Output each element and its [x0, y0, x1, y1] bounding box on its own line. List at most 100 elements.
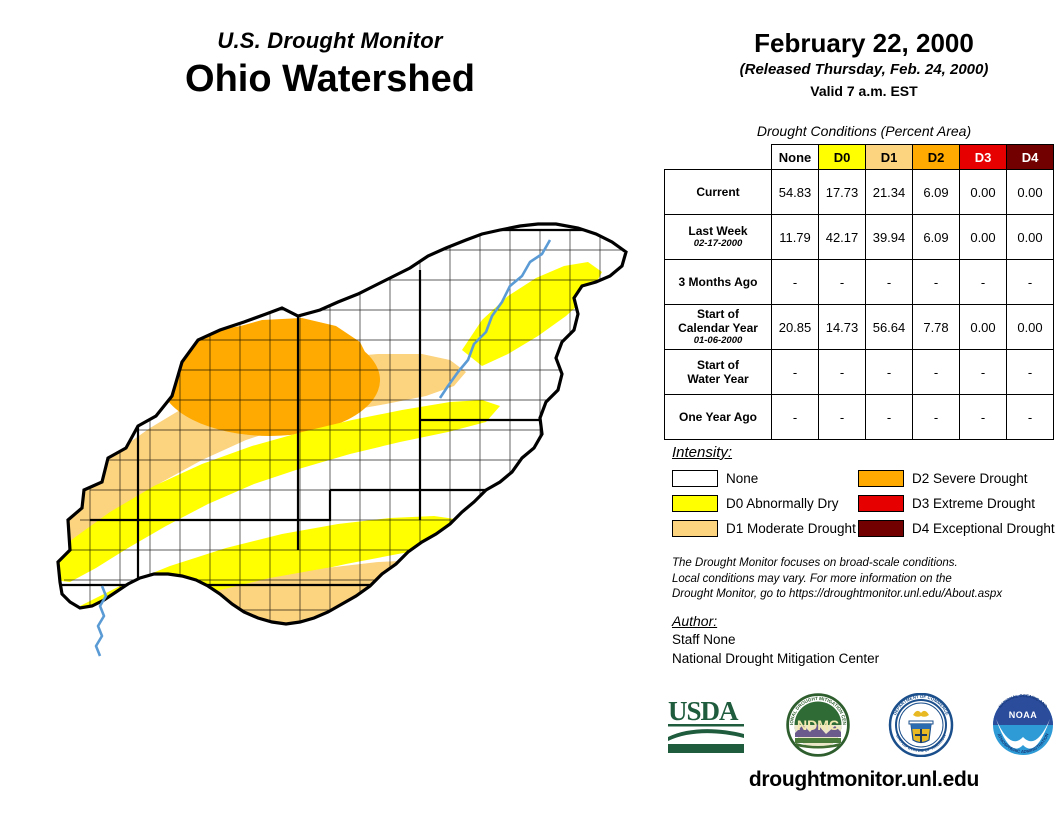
svg-text:NDMC: NDMC [797, 717, 839, 733]
svg-text:USDA: USDA [668, 696, 739, 726]
cell-calyear-d3: 0.00 [959, 304, 1007, 350]
disclaimer-line-3: Drought Monitor, go to https://droughtmo… [672, 588, 1003, 600]
legend-label-d0: D0 Abnormally Dry [726, 496, 839, 511]
drought-monitor-supertitle: U.S. Drought Monitor [217, 28, 443, 53]
cell-calyear-d0: 14.73 [818, 304, 866, 350]
row-label-3-months-ago: 3 Months Ago [664, 259, 772, 305]
table-caption: Drought Conditions (Percent Area) [756, 123, 972, 139]
row-label-start-water-year: Start of Water Year [664, 349, 772, 395]
cell-lastweek-d3: 0.00 [959, 214, 1007, 260]
cell-wateryear-none: - [771, 349, 819, 395]
cell-calyear-none: 20.85 [771, 304, 819, 350]
state-line-in-ky [90, 490, 332, 522]
cell-3months-d4: - [1006, 259, 1054, 305]
row-label-last-week: Last Week 02-17-2000 [664, 214, 772, 260]
drought-conditions-table: None D0 D1 D2 D3 D4 Current 54.83 17.73 … [664, 144, 1054, 440]
legend-label-d4: D4 Exceptional Drought [912, 521, 1055, 536]
cell-3months-none: - [771, 259, 819, 305]
row-label-line1: Start of [697, 307, 739, 321]
cell-wateryear-d1: - [865, 349, 913, 395]
author-block: Author: Staff None National Drought Miti… [672, 612, 1056, 668]
footer-url: droughtmonitor.unl.edu [748, 768, 980, 791]
cell-calyear-d2: 7.78 [912, 304, 960, 350]
river-lines [94, 239, 552, 657]
watershed-outline [56, 222, 628, 626]
ndmc-logo: NDMC NATIONAL DROUGHT MITIGATION CENTER [783, 693, 850, 757]
legend-swatch-d2-icon [858, 470, 904, 487]
legend-item-d0: D0 Abnormally Dry [672, 491, 858, 516]
cell-oneyear-d2: - [912, 394, 960, 440]
svg-text:NOAA: NOAA [1009, 710, 1038, 720]
table-row: One Year Ago - - - - - - [664, 394, 1054, 440]
cell-lastweek-d2: 6.09 [912, 214, 960, 260]
river-ohio-mississippi-confluence [94, 585, 108, 657]
usda-logo: USDA [668, 696, 744, 753]
table-row: 3 Months Ago - - - - - - [664, 259, 1054, 305]
cell-lastweek-d0: 42.17 [818, 214, 866, 260]
drought-map [30, 190, 650, 690]
table-row: Start of Water Year - - - - - - [664, 349, 1054, 395]
map-title-block: U.S. Drought Monitor Ohio Watershed [0, 28, 660, 102]
table-row: Current 54.83 17.73 21.34 6.09 0.00 0.00 [664, 169, 1054, 215]
cell-oneyear-none: - [771, 394, 819, 440]
cell-wateryear-d2: - [912, 349, 960, 395]
cell-oneyear-d1: - [865, 394, 913, 440]
intensity-legend: Intensity: None D2 Severe Drought D0 Abn… [672, 444, 1056, 541]
row-label-text: 3 Months Ago [678, 275, 758, 289]
column-header-d1: D1 [865, 144, 913, 170]
legend-item-d2: D2 Severe Drought [858, 466, 1056, 491]
table-header-row: None D0 D1 D2 D3 D4 [665, 144, 1054, 170]
disclaimer-text: The Drought Monitor focuses on broad-sca… [672, 556, 1056, 603]
valid-date: February 22, 2000 [754, 28, 974, 58]
legend-label-d3: D3 Extreme Drought [912, 496, 1036, 511]
legend-item-none: None [672, 466, 858, 491]
cell-oneyear-d4: - [1006, 394, 1054, 440]
cell-lastweek-d1: 39.94 [865, 214, 913, 260]
row-label-line1: Start of [697, 358, 739, 372]
cell-lastweek-d4: 0.00 [1006, 214, 1054, 260]
cell-wateryear-d0: - [818, 349, 866, 395]
cell-3months-d2: - [912, 259, 960, 305]
author-organization: National Drought Mitigation Center [672, 651, 880, 666]
column-header-d0: D0 [818, 144, 866, 170]
cell-3months-d3: - [959, 259, 1007, 305]
author-heading: Author: [672, 613, 718, 629]
region-d1-south [108, 560, 454, 624]
legend-swatch-d0-icon [672, 495, 718, 512]
cell-3months-d1: - [865, 259, 913, 305]
legend-item-d4: D4 Exceptional Drought [858, 516, 1056, 541]
column-header-d2: D2 [912, 144, 960, 170]
row-label-subdate: 01-06-2000 [693, 335, 743, 346]
row-label-line2: Calendar Year [678, 321, 758, 335]
legend-label-d2: D2 Severe Drought [912, 471, 1028, 486]
author-name: Staff None [672, 632, 736, 647]
table-row: Last Week 02-17-2000 11.79 42.17 39.94 6… [664, 214, 1054, 260]
column-header-d3: D3 [959, 144, 1007, 170]
legend-swatch-d4-icon [858, 520, 904, 537]
cell-current-none: 54.83 [771, 169, 819, 215]
page-title: Ohio Watershed [185, 58, 475, 100]
legend-swatch-d1-icon [672, 520, 718, 537]
row-label-text: Last Week [688, 224, 748, 238]
legend-item-d1: D1 Moderate Drought [672, 516, 858, 541]
cell-3months-d0: - [818, 259, 866, 305]
cell-lastweek-none: 11.79 [771, 214, 819, 260]
legend-label-d1: D1 Moderate Drought [726, 521, 856, 536]
cell-current-d3: 0.00 [959, 169, 1007, 215]
legend-swatch-none-icon [672, 470, 718, 487]
table-row: Start of Calendar Year 01-06-2000 20.85 … [664, 304, 1054, 350]
cell-oneyear-d3: - [959, 394, 1007, 440]
map-svg [56, 222, 628, 657]
region-d2-core-north [180, 318, 372, 410]
cell-wateryear-d3: - [959, 349, 1007, 395]
legend-swatch-d3-icon [858, 495, 904, 512]
cell-current-d1: 21.34 [865, 169, 913, 215]
date-block: February 22, 2000 (Released Thursday, Fe… [672, 28, 1056, 100]
legend-title: Intensity: [672, 444, 733, 461]
disclaimer-line-1: The Drought Monitor focuses on broad-sca… [672, 557, 958, 569]
table-corner-cell [665, 145, 772, 170]
cell-calyear-d1: 56.64 [865, 304, 913, 350]
cell-oneyear-d0: - [818, 394, 866, 440]
noaa-logo: NOAA NATIONAL OCEANIC AND ATMOSPHERIC AD… [992, 693, 1053, 755]
row-label-text: Current [696, 185, 740, 199]
